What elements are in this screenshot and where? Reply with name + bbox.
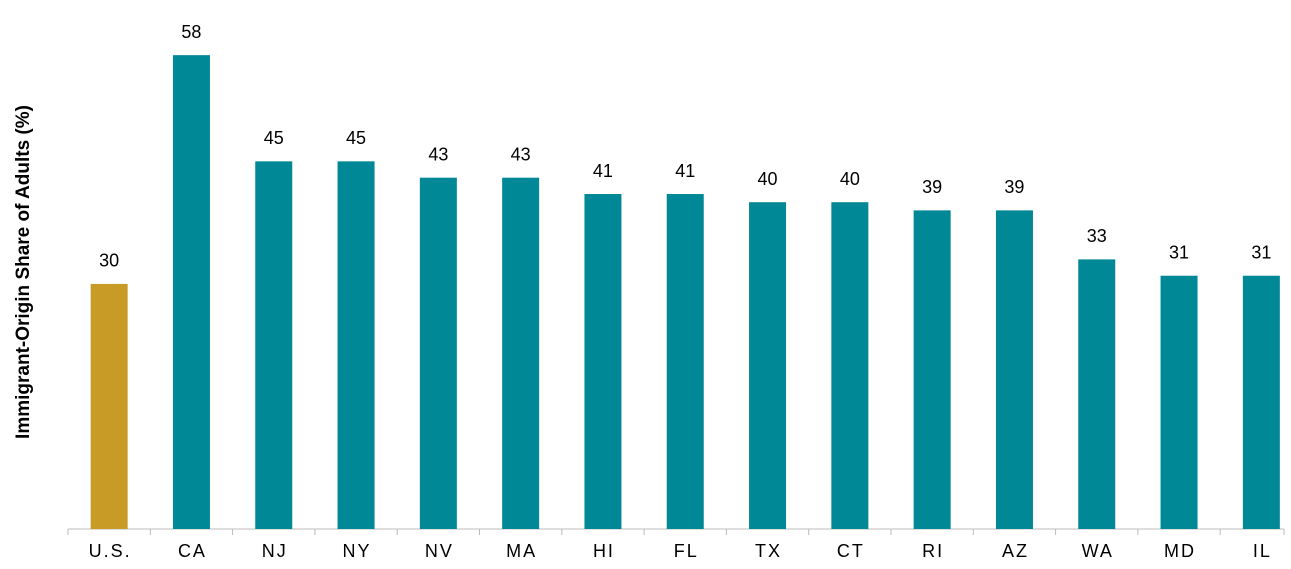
x-tick-label: CT: [837, 541, 865, 561]
x-tick-label: FL: [674, 541, 699, 561]
value-label: 45: [264, 128, 284, 148]
y-axis-label: Immigrant-Origin Share of Adults (%): [13, 105, 34, 439]
x-tick-label: NV: [425, 541, 454, 561]
x-tick-label: NJ: [262, 541, 288, 561]
value-label: 30: [99, 251, 119, 271]
value-label: 41: [675, 161, 695, 181]
value-label: 43: [428, 144, 448, 164]
bar: [666, 194, 704, 529]
value-label: 39: [1004, 177, 1024, 197]
x-tick-label: MA: [506, 541, 537, 561]
value-label: 31: [1251, 242, 1271, 262]
x-tick-label: IL: [1253, 541, 1272, 561]
value-label: 31: [1169, 242, 1189, 262]
x-tick-label: U.S.: [89, 541, 132, 561]
bar: [1242, 275, 1280, 529]
x-tick-label: AZ: [1002, 541, 1029, 561]
bar: [831, 202, 869, 529]
bar: [337, 161, 375, 529]
value-label: 39: [922, 177, 942, 197]
bar: [419, 177, 457, 529]
x-tick-label: HI: [593, 541, 615, 561]
value-label: 41: [593, 161, 613, 181]
x-tick-label: WA: [1082, 541, 1114, 561]
x-tick-label: CA: [178, 541, 207, 561]
value-label: 40: [840, 169, 860, 189]
bar: [172, 55, 210, 529]
value-label: 45: [346, 128, 366, 148]
bar: [913, 210, 951, 529]
x-tick-label: MD: [1164, 541, 1196, 561]
value-label: 33: [1087, 226, 1107, 246]
bar: [1078, 259, 1116, 529]
value-label: 58: [181, 22, 201, 42]
bar: [90, 283, 128, 529]
value-label: 40: [758, 169, 778, 189]
bar: [255, 161, 293, 529]
bar: [502, 177, 540, 529]
value-label: 43: [511, 144, 531, 164]
bar: [749, 202, 787, 529]
bar: [1160, 275, 1198, 529]
x-tick-label: RI: [922, 541, 944, 561]
bar: [995, 210, 1033, 529]
bar: [584, 194, 622, 529]
x-tick-label: NY: [343, 541, 372, 561]
x-tick-label: TX: [755, 541, 782, 561]
